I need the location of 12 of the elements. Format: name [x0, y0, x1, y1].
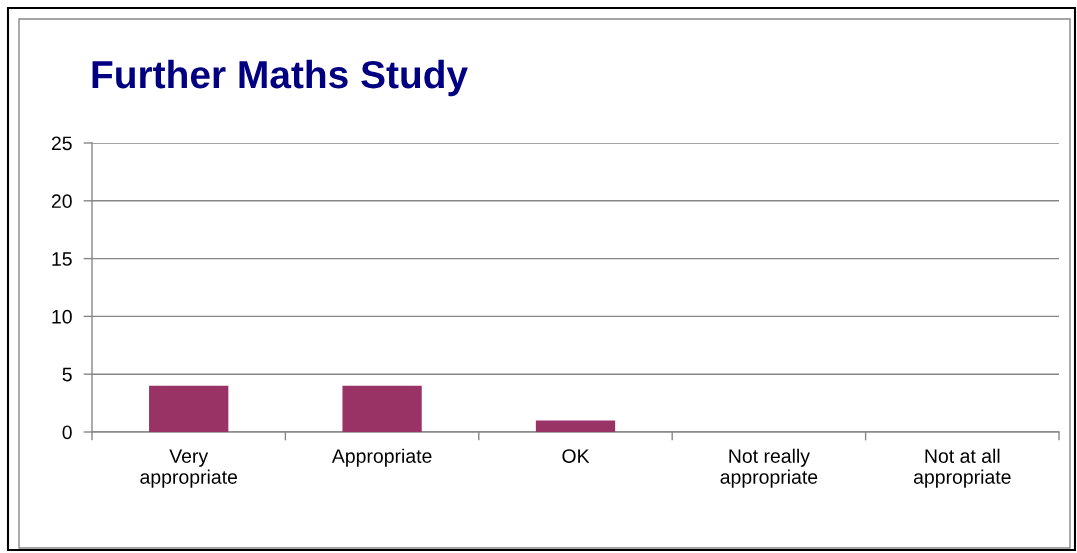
x-tick-label: OK [562, 449, 590, 463]
y-tick-label: 25 [51, 136, 72, 151]
x-tick-label: Very appropriate [140, 449, 238, 488]
y-tick-label: 10 [52, 309, 72, 324]
x-tick-label: Not really appropriate [720, 448, 818, 488]
chart-title: Further Maths Study [92, 59, 468, 97]
y-tick-label: 15 [52, 252, 72, 266]
x-tick-label: Appropriate [331, 448, 432, 467]
x-tick-label: Not at all appropriate [913, 448, 1011, 488]
y-tick-label: 0 [62, 425, 72, 440]
y-tick-label: 5 [62, 367, 72, 382]
y-tick-label: 20 [51, 194, 72, 209]
